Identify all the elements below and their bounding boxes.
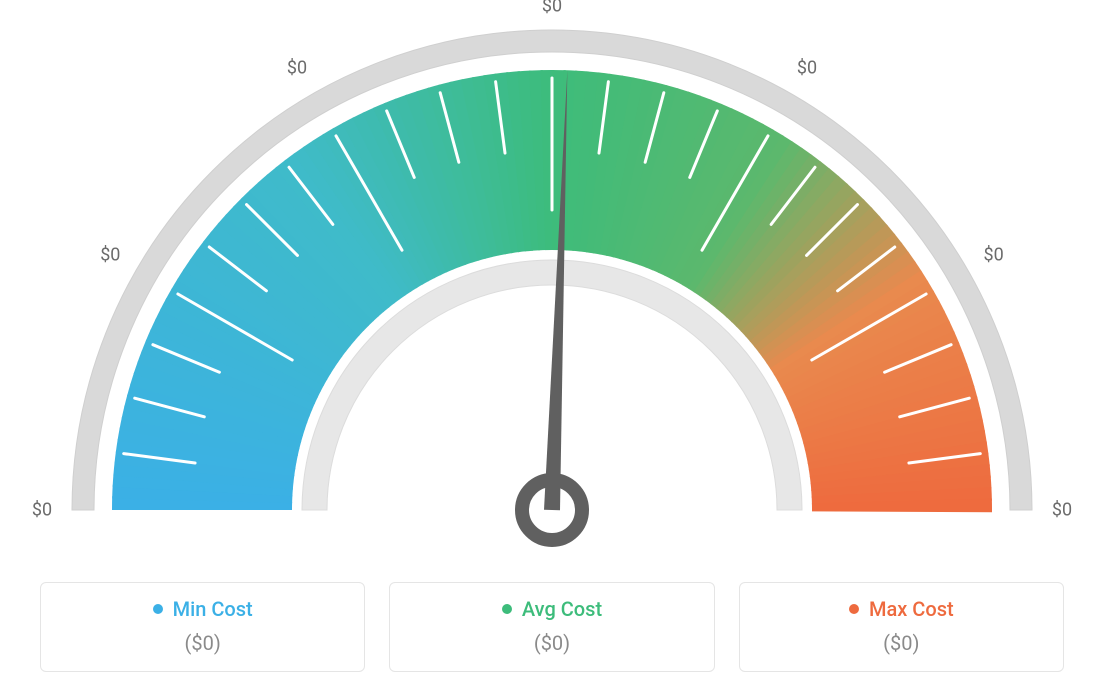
legend-avg-value: ($0) [534,631,570,655]
gauge-scale-label: $0 [542,0,562,17]
legend-min-label: Min Cost [173,597,253,621]
legend-avg-header: Avg Cost [502,597,602,621]
legend-avg-label: Avg Cost [522,597,602,621]
legend-max-label: Max Cost [869,597,954,621]
gauge-svg [52,10,1052,570]
gauge-scale-label: $0 [287,58,307,79]
gauge-scale-label: $0 [984,245,1004,266]
dot-icon [502,604,512,614]
dot-icon [153,604,163,614]
legend-min-value: ($0) [185,631,221,655]
legend-card-min: Min Cost ($0) [40,582,365,672]
gauge-chart: $0 $0 $0 $0 $0 $0 $0 [0,0,1104,560]
legend-max-value: ($0) [883,631,919,655]
gauge-scale-label: $0 [797,58,817,79]
gauge-scale-label: $0 [1052,500,1072,521]
legend-card-max: Max Cost ($0) [739,582,1064,672]
gauge-scale-label: $0 [100,245,120,266]
gauge-scale-label: $0 [32,500,52,521]
dot-icon [849,604,859,614]
legend-min-header: Min Cost [153,597,253,621]
legend-row: Min Cost ($0) Avg Cost ($0) Max Cost ($0… [40,582,1064,672]
cost-gauge-widget: $0 $0 $0 $0 $0 $0 $0 Min Cost ($0) Avg Cost ($… [0,0,1104,690]
legend-card-avg: Avg Cost ($0) [389,582,714,672]
legend-max-header: Max Cost [849,597,954,621]
